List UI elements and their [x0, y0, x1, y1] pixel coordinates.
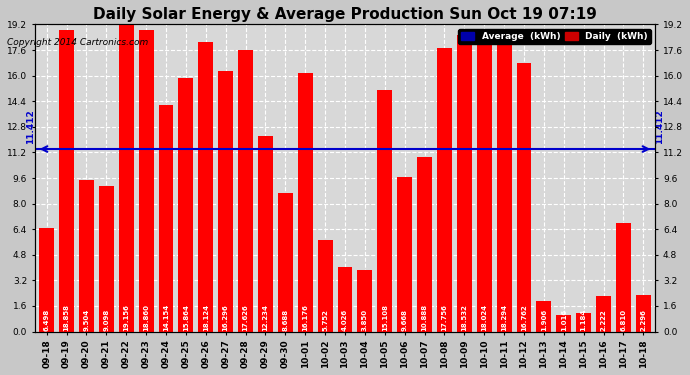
Text: 2.222: 2.222 — [600, 309, 607, 331]
Bar — [417, 158, 432, 332]
Bar — [616, 223, 631, 332]
Text: 16.176: 16.176 — [302, 304, 308, 331]
Bar — [238, 50, 253, 332]
Text: 15.108: 15.108 — [382, 304, 388, 331]
Bar — [139, 30, 154, 332]
Bar — [377, 90, 392, 332]
Title: Daily Solar Energy & Average Production Sun Oct 19 07:19: Daily Solar Energy & Average Production … — [93, 7, 597, 22]
Text: 11.412: 11.412 — [26, 110, 34, 144]
Bar — [317, 240, 333, 332]
Text: 18.294: 18.294 — [501, 304, 507, 331]
Text: 15.864: 15.864 — [183, 304, 189, 331]
Bar — [556, 315, 571, 332]
Text: 9.504: 9.504 — [83, 309, 90, 331]
Bar — [179, 78, 193, 332]
Bar — [298, 73, 313, 332]
Bar — [437, 48, 452, 332]
Text: 18.858: 18.858 — [63, 304, 70, 331]
Text: 6.810: 6.810 — [620, 309, 627, 331]
Text: 18.024: 18.024 — [481, 304, 487, 331]
Bar — [39, 228, 54, 332]
Bar — [119, 25, 134, 332]
Bar — [497, 39, 511, 332]
Text: 17.626: 17.626 — [243, 304, 248, 331]
Text: 12.234: 12.234 — [262, 304, 268, 331]
Text: 1.016: 1.016 — [561, 309, 566, 331]
Legend: Average  (kWh), Daily  (kWh): Average (kWh), Daily (kWh) — [458, 29, 651, 44]
Text: 10.888: 10.888 — [422, 304, 428, 331]
Text: 16.296: 16.296 — [223, 304, 228, 331]
Text: 18.860: 18.860 — [143, 304, 149, 331]
Text: Copyright 2014 Cartronics.com: Copyright 2014 Cartronics.com — [7, 38, 148, 47]
Text: 5.752: 5.752 — [322, 309, 328, 331]
Text: 3.850: 3.850 — [362, 309, 368, 331]
Text: 8.688: 8.688 — [282, 309, 288, 331]
Bar — [258, 136, 273, 332]
Bar — [337, 267, 353, 332]
Text: 17.756: 17.756 — [442, 304, 447, 331]
Bar — [576, 313, 591, 332]
Bar — [59, 30, 74, 332]
Bar — [596, 296, 611, 332]
Text: 4.026: 4.026 — [342, 309, 348, 331]
Bar — [636, 295, 651, 332]
Text: 18.124: 18.124 — [203, 304, 209, 331]
Text: 18.532: 18.532 — [462, 304, 467, 331]
Text: 6.498: 6.498 — [43, 309, 50, 331]
Text: 1.184: 1.184 — [581, 308, 586, 331]
Bar — [99, 186, 114, 332]
Bar — [79, 180, 94, 332]
Bar — [278, 193, 293, 332]
Bar — [457, 35, 472, 332]
Text: 2.296: 2.296 — [640, 309, 647, 331]
Text: 9.668: 9.668 — [402, 309, 408, 331]
Text: 14.154: 14.154 — [163, 303, 169, 331]
Text: 16.762: 16.762 — [521, 304, 527, 331]
Text: 11.412: 11.412 — [656, 110, 664, 144]
Text: 9.098: 9.098 — [104, 309, 109, 331]
Bar — [159, 105, 173, 332]
Text: 19.156: 19.156 — [124, 304, 129, 331]
Bar — [198, 42, 213, 332]
Text: 1.906: 1.906 — [541, 309, 547, 331]
Bar — [536, 301, 551, 332]
Bar — [357, 270, 373, 332]
Bar — [218, 71, 233, 332]
Bar — [477, 43, 492, 332]
Bar — [517, 63, 531, 332]
Bar — [397, 177, 412, 332]
